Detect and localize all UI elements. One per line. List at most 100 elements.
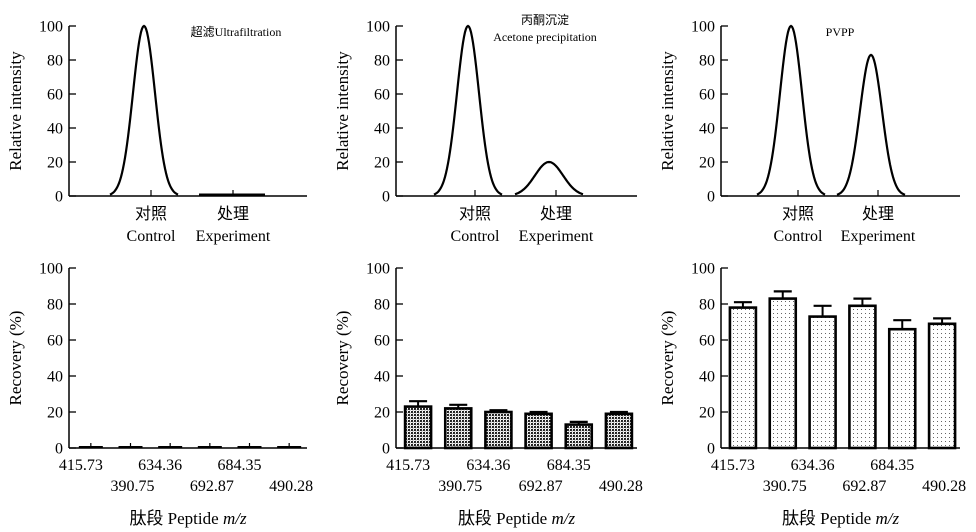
y-tick-label: 40 — [47, 369, 63, 386]
bar — [808, 315, 837, 450]
bar — [887, 327, 917, 450]
x-tick-label-en: Control — [451, 228, 500, 245]
x-axis-label-unit: m/z — [875, 509, 899, 528]
x-tick-label: 692.87 — [842, 478, 886, 495]
x-tick-label: 634.36 — [138, 457, 182, 474]
y-tick-label: 20 — [699, 405, 715, 422]
x-tick-label: 692.87 — [190, 478, 234, 495]
x-tick-label: 415.73 — [711, 457, 755, 474]
panel-ultrafiltration-intensity: 0 20 40 60 80 100 Relative intensity 超滤Ultrafil… — [6, 19, 307, 245]
y-tick-label: 100 — [39, 19, 63, 36]
x-axis-label-unit: m/z — [551, 509, 575, 528]
y-tick-label: 100 — [366, 19, 390, 36]
y-tick-label: 80 — [699, 53, 715, 70]
y-tick-label: 20 — [47, 405, 63, 422]
bar — [768, 297, 798, 450]
bar — [158, 446, 183, 448]
x-axis-label-text: 肽段 Peptide — [129, 509, 223, 528]
x-tick-label: 692.87 — [519, 478, 563, 495]
y-axis-label: Relative intensity — [6, 51, 25, 171]
x-tick-label: 490.28 — [922, 478, 966, 495]
x-tick-label-cn: 处理 — [540, 205, 572, 223]
y-tick-label: 20 — [47, 155, 63, 172]
peak-curve — [836, 53, 906, 196]
y-tick-label: 60 — [47, 333, 63, 350]
y-tick-label: 0 — [55, 441, 63, 458]
x-tick-label-en: Experiment — [841, 228, 916, 245]
bar — [118, 446, 143, 448]
x-axis-label-unit: m/z — [223, 509, 247, 528]
bar — [78, 446, 103, 448]
y-tick-label: 40 — [699, 121, 715, 138]
y-tick-label: 40 — [374, 369, 390, 386]
bar — [443, 407, 473, 450]
x-tick-label: 390.75 — [111, 478, 155, 495]
y-tick-label: 100 — [366, 261, 390, 278]
bar — [237, 446, 262, 448]
x-tick-label-en: Experiment — [196, 228, 271, 245]
panel-title: 超滤Ultrafiltration — [191, 24, 282, 39]
bar — [604, 412, 634, 450]
y-tick-label: 0 — [707, 189, 715, 206]
x-axis-label: 肽段 Peptide m/z — [129, 509, 247, 528]
x-tick-label: 490.28 — [599, 478, 643, 495]
peak-curve — [756, 24, 826, 196]
bar — [277, 446, 302, 448]
y-tick-label: 60 — [374, 87, 390, 104]
y-tick-label: 80 — [374, 53, 390, 70]
bar — [403, 405, 433, 450]
y-tick-label: 60 — [47, 87, 63, 104]
x-tick-label: 684.35 — [870, 457, 914, 474]
x-tick-label: 415.73 — [59, 457, 103, 474]
x-axis-label: 肽段 Peptide m/z — [782, 509, 900, 528]
y-tick-label: 0 — [382, 441, 390, 458]
y-tick-label: 100 — [691, 261, 715, 278]
x-tick-label: 684.35 — [218, 457, 262, 474]
y-axis-label: Recovery (%) — [658, 311, 677, 406]
x-tick-label: 634.36 — [466, 457, 510, 474]
x-tick-label-cn: 对照 — [135, 205, 167, 223]
x-tick-label: 490.28 — [269, 478, 313, 495]
y-tick-label: 20 — [374, 405, 390, 422]
y-tick-label: 80 — [47, 53, 63, 70]
x-tick-label: 634.36 — [791, 457, 835, 474]
panel-ultrafiltration-recovery: 0 20 40 60 80 100 Recovery (%) 415.73 390.75 634.… — [6, 261, 313, 529]
y-axis-label: Relative intensity — [658, 51, 677, 171]
y-tick-label: 80 — [699, 297, 715, 314]
x-tick-label-cn: 处理 — [217, 205, 249, 223]
y-tick-label: 0 — [707, 441, 715, 458]
x-tick-label-cn: 对照 — [459, 205, 491, 223]
y-axis-label: Recovery (%) — [333, 311, 352, 406]
y-axis-label: Recovery (%) — [6, 311, 25, 406]
y-tick-label: 40 — [699, 369, 715, 386]
panel-acetone-recovery: 0 20 40 60 80 100 Recovery (%) 415.73 390.75 634.… — [333, 261, 643, 529]
y-tick-label: 60 — [374, 333, 390, 350]
x-tick-label-en: Control — [774, 228, 823, 245]
y-tick-label: 0 — [382, 189, 390, 206]
bar — [848, 304, 877, 450]
y-tick-label: 20 — [374, 155, 390, 172]
x-axis-label-text: 肽段 Peptide — [458, 509, 552, 528]
panel-pvpp-intensity: 0 20 40 60 80 100 Relative intensity PVPP 对照 Cont… — [658, 19, 960, 245]
x-tick-label: 684.35 — [547, 457, 591, 474]
y-tick-label: 20 — [699, 155, 715, 172]
bar — [564, 423, 594, 450]
bar — [728, 306, 758, 450]
x-tick-label: 390.75 — [763, 478, 807, 495]
panel-title: 丙酮沉淀 — [521, 13, 569, 27]
y-tick-label: 100 — [39, 261, 63, 278]
peak-curve — [514, 160, 584, 196]
panel-title: PVPP — [826, 25, 855, 39]
x-tick-label-en: Experiment — [519, 228, 594, 245]
x-tick-label: 415.73 — [386, 457, 430, 474]
y-tick-label: 100 — [691, 19, 715, 36]
y-tick-label: 80 — [47, 297, 63, 314]
panel-acetone-intensity: 0 20 40 60 80 100 Relative intensity 丙酮沉淀 Aceton… — [333, 13, 637, 245]
x-tick-label-cn: 处理 — [862, 205, 894, 223]
x-axis-label: 肽段 Peptide m/z — [458, 509, 576, 528]
bar — [927, 322, 957, 450]
bar — [484, 410, 513, 450]
y-axis-label: Relative intensity — [333, 51, 352, 171]
bar — [197, 446, 222, 448]
